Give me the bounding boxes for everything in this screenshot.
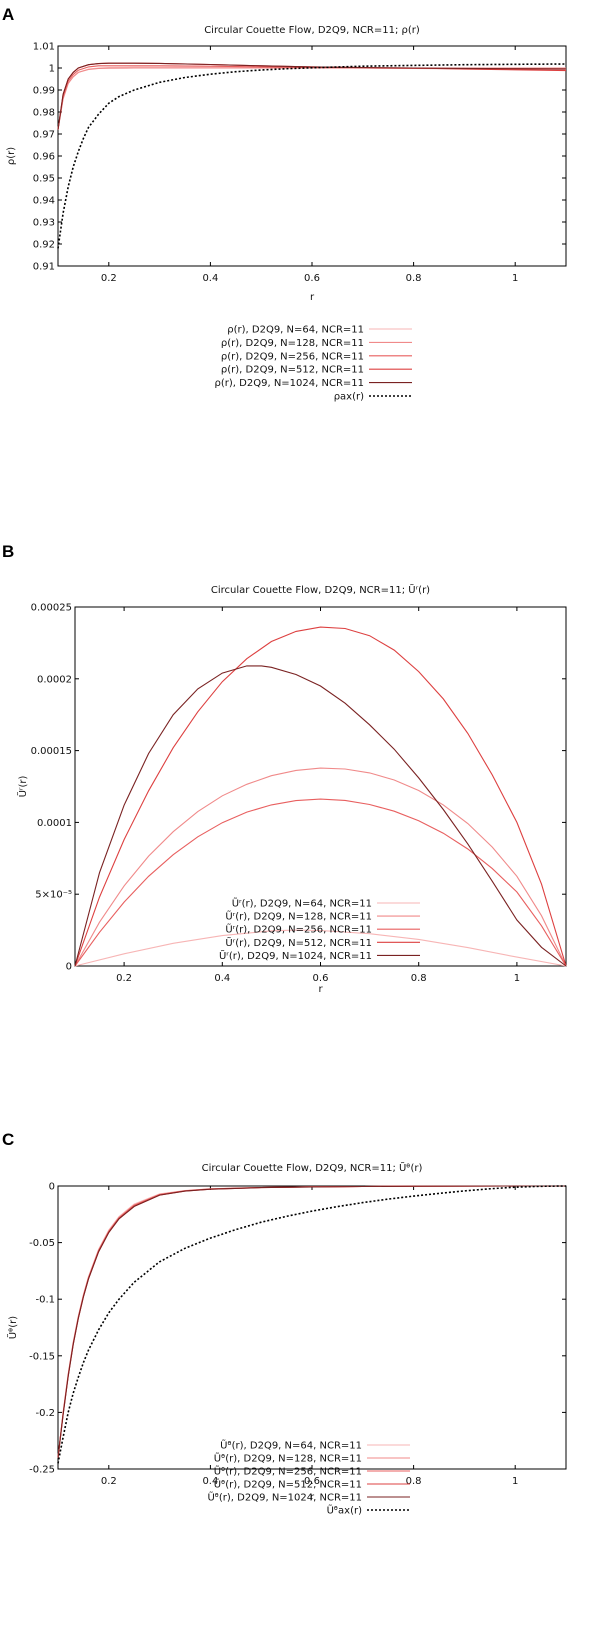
plot-frame-C xyxy=(57,1185,567,1470)
series-line-B-1 xyxy=(74,929,567,967)
legend-label-A-2: ρ(r), D2Q9, N=128, NCR=11 xyxy=(221,338,364,349)
legend-label-B-1: Ũʳ(r), D2Q9, N=64, NCR=11 xyxy=(232,897,372,910)
y-tick-label: -0.25 xyxy=(29,1465,55,1476)
chart-title-A: Circular Couette Flow, D2Q9, NCR=11; ρ(r… xyxy=(204,25,420,36)
y-tick-label: 0 xyxy=(49,1182,55,1193)
series-line-C-1 xyxy=(57,1185,566,1458)
y-axis-label-C: Ũᶿ(r) xyxy=(6,1316,19,1339)
series-line-C-6 xyxy=(57,1185,567,1464)
x-tick-label: 0.6 xyxy=(304,1476,320,1487)
x-tick-label: 0.2 xyxy=(101,1476,117,1487)
legend-label-C-1: Ũᶿ(r), D2Q9, N=64, NCR=11 xyxy=(220,1439,362,1452)
x-axis-label-C: r xyxy=(310,1492,315,1503)
x-axis-label-A: r xyxy=(310,292,315,303)
series-line-A-4 xyxy=(57,62,567,130)
x-tick-label: 0.8 xyxy=(406,273,422,284)
panel-letter-C: C xyxy=(2,1130,14,1149)
series-line-B-3 xyxy=(74,798,567,967)
y-tick-label: 0.93 xyxy=(33,218,55,229)
y-tick-label: -0.15 xyxy=(29,1351,55,1362)
x-tick-label: 0.8 xyxy=(411,973,427,984)
legend-label-A-4: ρ(r), D2Q9, N=512, NCR=11 xyxy=(221,365,364,376)
legend-label-A-3: ρ(r), D2Q9, N=256, NCR=11 xyxy=(221,351,364,362)
series-line-A-5 xyxy=(57,62,567,130)
series-line-C-3 xyxy=(57,1185,566,1458)
series-line-A-2 xyxy=(57,67,566,130)
legend-label-A-1: ρ(r), D2Q9, N=64, NCR=11 xyxy=(227,325,364,336)
legend-label-B-3: Ũʳ(r), D2Q9, N=256, NCR=11 xyxy=(225,923,372,936)
chart-title-C: Circular Couette Flow, D2Q9, NCR=11; Ũᶿ(… xyxy=(202,1161,423,1174)
y-tick-label: 0.95 xyxy=(33,174,55,185)
chart-title-B: Circular Couette Flow, D2Q9, NCR=11; Ũʳ(… xyxy=(211,583,430,596)
y-tick-label: 0.97 xyxy=(33,130,55,141)
y-axis-label-A: ρ(r) xyxy=(6,147,17,165)
y-tick-label: 0.91 xyxy=(33,262,55,273)
series-line-B-2 xyxy=(74,767,567,967)
y-tick-label: 0 xyxy=(66,962,72,973)
y-axis-label-B: Ũʳ(r) xyxy=(16,775,29,797)
x-tick-label: 0.8 xyxy=(406,1476,422,1487)
y-tick-label: 1 xyxy=(49,64,55,75)
x-tick-label: 1 xyxy=(512,273,518,284)
series-line-A-6 xyxy=(57,63,567,249)
plot-frame-A xyxy=(57,45,567,267)
legend-label-C-5: Ũᶿ(r), D2Q9, N=1024, NCR=11 xyxy=(207,1491,362,1504)
legend-label-A-5: ρ(r), D2Q9, N=1024, NCR=11 xyxy=(215,378,364,389)
y-tick-label: 0.00015 xyxy=(31,746,72,757)
x-tick-label: 0.4 xyxy=(214,973,230,984)
y-tick-label: 0.96 xyxy=(33,152,55,163)
legend-label-B-4: Ũʳ(r), D2Q9, N=512, NCR=11 xyxy=(225,936,372,949)
x-tick-label: 1 xyxy=(512,1476,518,1487)
x-tick-label: 1 xyxy=(514,973,520,984)
y-tick-label: 0.99 xyxy=(33,86,55,97)
legend-label-A-6: ρax(r) xyxy=(334,392,364,403)
x-tick-label: 0.6 xyxy=(304,273,320,284)
legend-label-C-6: Ũᶿax(r) xyxy=(327,1504,363,1517)
legend-label-B-5: Ũʳ(r), D2Q9, N=1024, NCR=11 xyxy=(219,949,372,962)
y-tick-label: -0.1 xyxy=(35,1295,55,1306)
legend-label-C-4: Ũᶿ(r), D2Q9, N=512, NCR=11 xyxy=(214,1478,362,1491)
panel-letter-A: A xyxy=(2,5,14,24)
y-tick-label: 0.92 xyxy=(33,240,55,251)
legend-label-B-2: Ũʳ(r), D2Q9, N=128, NCR=11 xyxy=(225,910,372,923)
y-tick-label: -0.05 xyxy=(29,1238,55,1249)
series-line-C-5 xyxy=(57,1185,566,1458)
y-tick-label: -0.2 xyxy=(35,1408,55,1419)
y-tick-label: 0.00025 xyxy=(31,603,72,614)
x-tick-label: 0.4 xyxy=(202,1476,218,1487)
legend-label-C-2: Ũᶿ(r), D2Q9, N=128, NCR=11 xyxy=(214,1452,362,1465)
series-line-C-2 xyxy=(57,1185,566,1458)
legend-label-C-3: Ũᶿ(r), D2Q9, N=256, NCR=11 xyxy=(214,1465,362,1478)
series-line-B-5 xyxy=(74,665,567,967)
x-axis-label-B: r xyxy=(318,984,323,995)
x-tick-label: 0.2 xyxy=(116,973,132,984)
y-tick-label: 1.01 xyxy=(33,42,55,53)
y-tick-label: 0.0001 xyxy=(37,818,72,829)
x-tick-label: 0.6 xyxy=(313,973,329,984)
series-line-A-3 xyxy=(57,65,567,130)
x-tick-label: 0.4 xyxy=(202,273,218,284)
y-tick-label: 5×10⁻⁵ xyxy=(35,890,72,901)
y-tick-label: 0.94 xyxy=(33,196,55,207)
y-tick-label: 0.0002 xyxy=(37,674,72,685)
series-line-B-4 xyxy=(74,626,567,967)
series-line-A-1 xyxy=(57,66,567,130)
x-tick-label: 0.2 xyxy=(101,273,117,284)
y-tick-label: 0.98 xyxy=(33,108,55,119)
panel-letter-B: B xyxy=(2,542,14,561)
series-line-C-4 xyxy=(57,1185,566,1458)
